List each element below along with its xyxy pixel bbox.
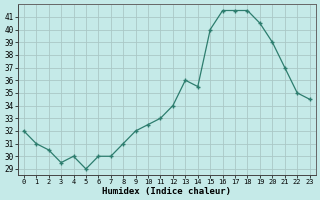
X-axis label: Humidex (Indice chaleur): Humidex (Indice chaleur) xyxy=(102,187,231,196)
